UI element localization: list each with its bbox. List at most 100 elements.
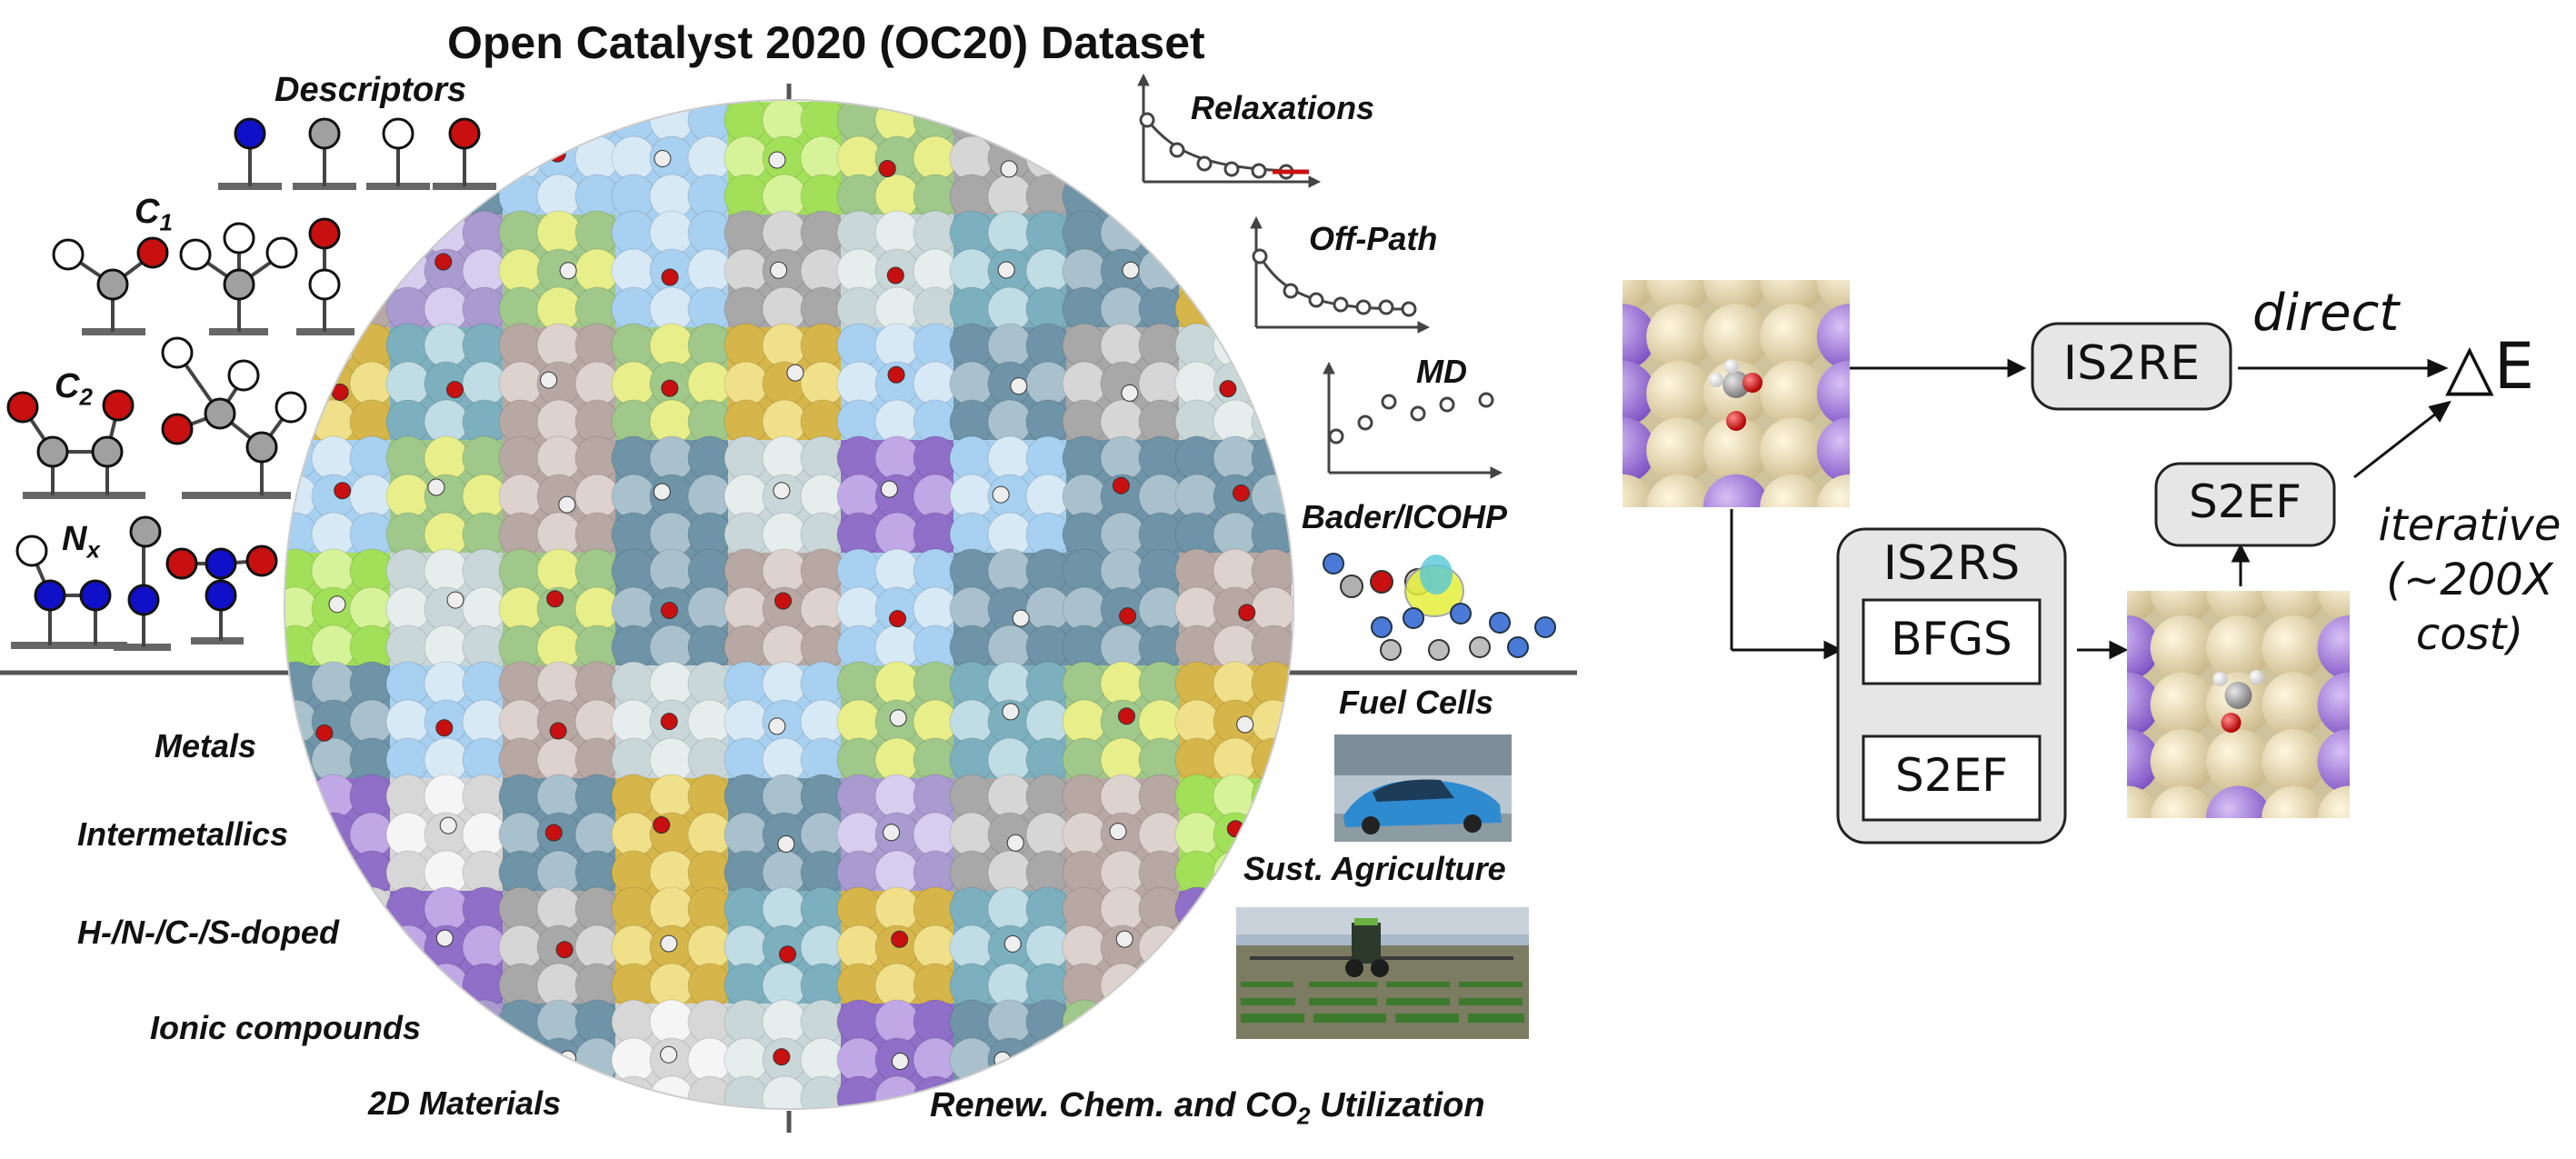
- adsorbate-atom: [887, 365, 905, 384]
- mosaic-atom: [1213, 435, 1258, 481]
- mosaic-atom: [762, 661, 807, 706]
- slab-atom-cream: [1816, 280, 1850, 314]
- mosaic-atom: [762, 100, 807, 143]
- mosaic-atom: [1062, 474, 1107, 519]
- mosaic-atom: [385, 548, 431, 594]
- figure-title: Open Catalyst 2020 (OC20) Dataset: [447, 17, 1205, 68]
- s2ef-label: S2EF: [2189, 475, 2301, 528]
- mosaic-atom: [987, 435, 1033, 481]
- slab-atom-cream: [1646, 280, 1712, 314]
- mosaic-atom: [611, 924, 656, 970]
- slab-atom-cream: [2205, 591, 2271, 624]
- mosaic-atom: [385, 661, 431, 706]
- adsorbate-atom: [786, 364, 804, 382]
- mosaic-atom: [1251, 586, 1293, 632]
- flow-boxes: [1836, 322, 2336, 844]
- mosaic-atom: [836, 1037, 882, 1083]
- mosaic-atom: [424, 174, 469, 219]
- mosaic-atom: [498, 699, 544, 744]
- slab-atom-cream: [2261, 672, 2327, 737]
- mosaic-atom: [1251, 1037, 1293, 1083]
- adsorbate-atom: [435, 929, 454, 947]
- adsorbate-atom: [891, 930, 909, 948]
- mosaic-atom: [1100, 774, 1145, 819]
- mosaic-atom: [949, 886, 994, 932]
- slab-atom-cream: [1702, 304, 1770, 370]
- renewable-label: Renew. Chem. and CO2 Utilization: [930, 1086, 1485, 1130]
- adsorbate-atom: [1002, 703, 1020, 721]
- relaxations-label: Relaxations: [1191, 89, 1375, 126]
- mosaic-atom: [1174, 699, 1220, 744]
- slab-atom-cream: [2127, 785, 2160, 818]
- mosaic-atom: [836, 699, 882, 744]
- adsorbate-atom: [1709, 373, 1723, 387]
- slab-atom-cream: [2150, 672, 2215, 737]
- slab-atom-purple: [1622, 417, 1656, 484]
- fuel-cells-label: Fuel Cells: [1339, 684, 1494, 721]
- mosaic-atom: [536, 886, 582, 932]
- slab-atom-cream: [2205, 614, 2271, 681]
- mosaic-atom: [611, 586, 656, 632]
- initial-structure-image: [1622, 280, 1850, 507]
- mosaic-atom: [285, 1075, 318, 1109]
- slab-atom-cream: [1622, 474, 1656, 507]
- mosaic-atom: [1174, 924, 1220, 970]
- mosaic-atom: [724, 135, 769, 181]
- adsorbate-atom: [1221, 268, 1239, 286]
- descriptor-red: [433, 117, 496, 190]
- mosaic-atom: [1213, 323, 1258, 368]
- adsorbate-atom: [1010, 377, 1028, 395]
- mosaic-atom: [1213, 548, 1258, 594]
- mosaic-atom: [836, 886, 882, 932]
- slab-atom-purple: [2127, 728, 2160, 794]
- adsorbate-atom: [888, 610, 906, 628]
- mosaic-atom: [724, 812, 769, 857]
- mosaic-atom: [987, 999, 1033, 1044]
- slab-atom-purple: [2205, 785, 2271, 818]
- mosaic-atom: [649, 661, 694, 706]
- mosaic-atom: [1100, 210, 1145, 255]
- mosaic-atom: [1100, 886, 1145, 932]
- slab-atom-purple: [1816, 304, 1850, 370]
- material-class-doped: H-/N-/C-/S-doped: [77, 914, 339, 951]
- slab-atom-cream: [2127, 591, 2160, 624]
- mosaic-atom: [724, 323, 769, 368]
- mosaic-atom: [1062, 886, 1107, 932]
- slab-atom-cream: [1646, 360, 1712, 427]
- mosaic-atom: [724, 699, 769, 744]
- mosaic-atom: [1174, 1037, 1220, 1083]
- mosaic-atom: [1100, 174, 1145, 219]
- bfgs-box: [1862, 598, 2042, 685]
- mosaic-atom: [949, 323, 994, 368]
- mosaic-atom: [1062, 924, 1107, 970]
- mosaic-atom: [1062, 323, 1107, 368]
- mosaic-tile: [285, 102, 390, 215]
- mosaic-atom: [424, 548, 469, 594]
- adsorbate-atom: [889, 709, 907, 727]
- mosaic-atom: [424, 999, 469, 1044]
- adsorbate-atom: [435, 719, 454, 737]
- mosaic-atom: [724, 435, 769, 481]
- bader-icohp-icon: [1323, 553, 1556, 661]
- mosaic-atom: [874, 100, 920, 143]
- mosaic-atom: [1025, 1037, 1071, 1083]
- mosaic-atom: [874, 774, 920, 819]
- mosaic-atom: [611, 474, 656, 519]
- mosaic-atom: [1062, 100, 1107, 143]
- mosaic-atom: [611, 886, 656, 932]
- mosaic-atom: [311, 174, 356, 219]
- slab-atom-purple: [1816, 417, 1850, 484]
- adsorbate-atom: [559, 1050, 577, 1068]
- mosaic-atom: [1213, 210, 1258, 255]
- mosaic-atom: [349, 963, 394, 1008]
- mosaic-atom: [498, 774, 544, 819]
- mosaic-atom: [1251, 210, 1293, 255]
- adsorbate-atom: [315, 724, 334, 742]
- mosaic-atom: [836, 435, 882, 481]
- mosaic-atom: [724, 100, 769, 143]
- mosaic-atom: [724, 474, 769, 519]
- mosaic-atom: [987, 100, 1033, 143]
- material-class-ionic: Ionic compounds: [150, 1009, 422, 1046]
